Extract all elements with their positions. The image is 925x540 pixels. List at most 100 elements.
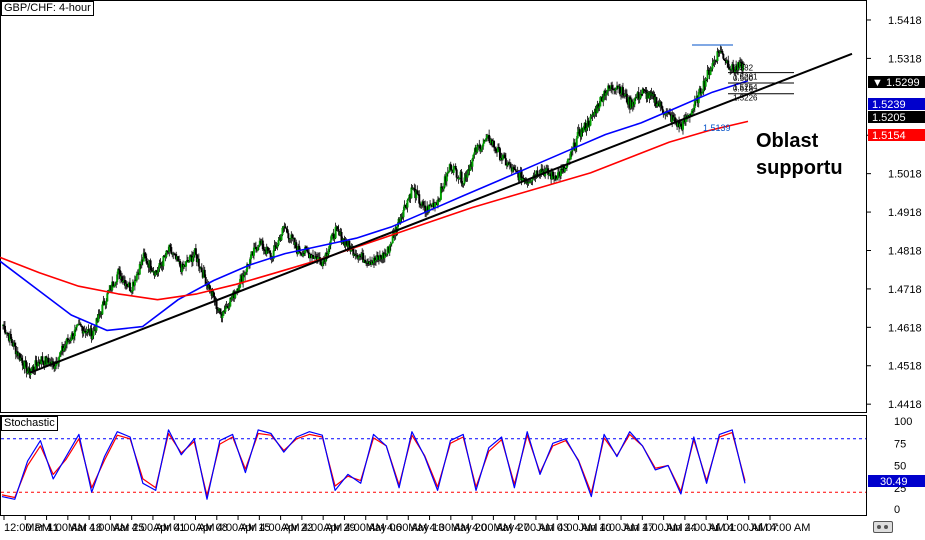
candle-body bbox=[515, 170, 518, 173]
candle-body bbox=[385, 253, 388, 255]
candle-body bbox=[504, 158, 507, 166]
time-tick-label: 4:00 AM bbox=[557, 522, 597, 534]
candle-body bbox=[256, 247, 259, 251]
candle-body bbox=[716, 51, 719, 62]
candle-body bbox=[304, 246, 307, 254]
candle-body bbox=[336, 226, 339, 230]
candle-body bbox=[488, 134, 491, 142]
candle-body bbox=[362, 252, 365, 263]
candle-body bbox=[257, 245, 260, 248]
candle-body bbox=[37, 361, 40, 367]
candle-body bbox=[442, 186, 445, 190]
candle-body bbox=[413, 187, 416, 189]
candle-body bbox=[578, 129, 581, 136]
candle-body bbox=[118, 269, 121, 271]
candle-body bbox=[116, 274, 119, 283]
candle-body bbox=[573, 142, 576, 151]
candle-body bbox=[280, 234, 283, 241]
scroll-lock-icon[interactable] bbox=[873, 521, 893, 533]
candle-body bbox=[95, 318, 98, 331]
candle-body bbox=[528, 182, 531, 184]
time-tick-label: 4:00 AM bbox=[302, 522, 342, 534]
candle-body bbox=[244, 272, 247, 276]
candle-body bbox=[135, 274, 138, 281]
stochastic-d-line bbox=[1, 432, 746, 499]
candle-body bbox=[263, 249, 266, 252]
candle-body bbox=[602, 97, 605, 102]
candle-body bbox=[328, 245, 331, 250]
candle-body bbox=[63, 347, 66, 351]
candle-body bbox=[38, 361, 41, 364]
candle-body bbox=[485, 138, 488, 141]
candle-body bbox=[140, 259, 143, 266]
candle-body bbox=[79, 323, 82, 326]
candle-body bbox=[732, 64, 735, 70]
candle-body bbox=[30, 369, 33, 372]
candle-body bbox=[443, 176, 446, 187]
candle-body bbox=[486, 135, 489, 139]
candle-body bbox=[498, 148, 501, 160]
candle-body bbox=[145, 258, 148, 264]
candle-body bbox=[155, 270, 158, 274]
candle-body bbox=[142, 252, 145, 262]
candle-body bbox=[122, 281, 125, 283]
candle-body bbox=[614, 89, 617, 91]
candle-body bbox=[637, 92, 640, 100]
candle-body bbox=[693, 100, 696, 108]
time-tick-label: 4:00 AM bbox=[174, 522, 214, 534]
candle-body bbox=[289, 238, 292, 240]
candle-body bbox=[157, 268, 160, 273]
candle-body bbox=[557, 172, 560, 179]
candle-body bbox=[388, 245, 391, 253]
candle-body bbox=[536, 170, 539, 176]
candle-body bbox=[599, 97, 602, 107]
time-tick-label: 4:00 AM bbox=[89, 522, 129, 534]
time-tick-label: 12:00 PM bbox=[4, 522, 51, 534]
candle-body bbox=[295, 242, 298, 249]
candle-body bbox=[472, 154, 475, 159]
candle-body bbox=[131, 282, 134, 292]
stochastic-badge bbox=[868, 475, 925, 487]
candle-body bbox=[54, 366, 57, 369]
candle-body bbox=[522, 177, 525, 179]
candle-body bbox=[611, 85, 614, 90]
candle-body bbox=[606, 91, 609, 94]
stochastic-tick-label: 0 bbox=[894, 504, 900, 516]
candle-body bbox=[721, 51, 724, 54]
price-tick-label: 1.4918 bbox=[888, 207, 922, 219]
candle-body bbox=[458, 178, 461, 180]
candle-body bbox=[117, 269, 120, 275]
candle-body bbox=[330, 235, 333, 241]
candle-body bbox=[291, 234, 294, 239]
candle-body bbox=[269, 252, 272, 259]
candle-body bbox=[655, 97, 658, 107]
candle-body bbox=[481, 146, 484, 150]
price-tick-label: 1.5418 bbox=[888, 15, 922, 27]
candle-body bbox=[701, 91, 704, 93]
candle-body bbox=[415, 190, 418, 199]
candle-body bbox=[589, 116, 592, 126]
candle-body bbox=[121, 276, 124, 283]
candle-body bbox=[14, 345, 17, 355]
candle-body bbox=[305, 246, 308, 249]
candle-body bbox=[584, 122, 587, 131]
candle-body bbox=[228, 306, 231, 309]
candle-body bbox=[559, 168, 562, 176]
candle-body bbox=[467, 169, 470, 174]
candle-body bbox=[254, 247, 257, 250]
time-tick-label: 4:00 AM bbox=[217, 522, 257, 534]
candle-body bbox=[52, 361, 55, 363]
candle-body bbox=[181, 263, 184, 273]
candle-body bbox=[298, 245, 301, 252]
candle-body bbox=[221, 315, 224, 319]
price-badge-label: ▼ 1.5299 bbox=[872, 77, 920, 89]
candle-body bbox=[212, 291, 215, 298]
candle-body bbox=[454, 165, 457, 170]
candle-body bbox=[80, 325, 83, 328]
candle-body bbox=[728, 67, 731, 70]
candle-body bbox=[82, 330, 85, 334]
candle-body bbox=[73, 329, 76, 337]
candle-body bbox=[564, 167, 567, 169]
